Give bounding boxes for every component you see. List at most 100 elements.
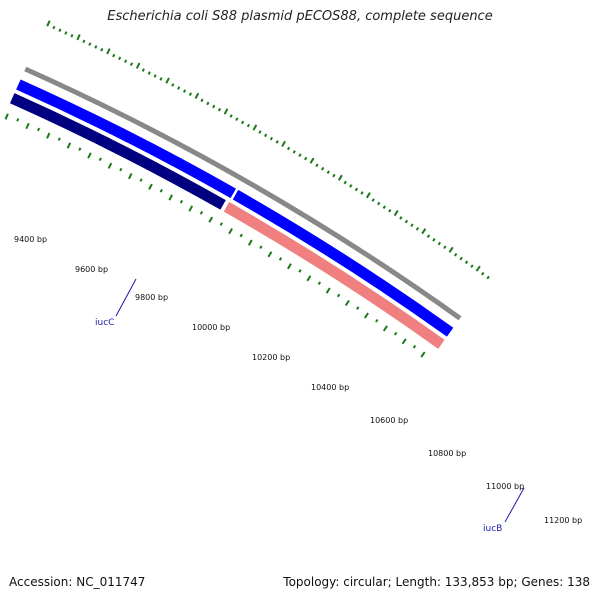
inner-tick <box>336 293 341 298</box>
outer-tick <box>118 56 122 61</box>
inner-tick <box>325 287 331 294</box>
inner-tick <box>401 338 407 345</box>
forward-feature-arc-2[interactable] <box>232 189 454 337</box>
outer-tick <box>415 227 420 231</box>
outer-tick <box>182 89 187 93</box>
outer-tick <box>217 107 222 112</box>
inner-tick <box>119 167 123 172</box>
outer-tick <box>141 68 145 72</box>
scale-label: 9600 bp <box>75 265 108 274</box>
outer-tick <box>123 59 128 64</box>
outer-tick <box>46 20 51 27</box>
inner-tick <box>317 281 322 285</box>
scale-label: 10400 bp <box>311 383 349 392</box>
inner-tick <box>98 157 102 162</box>
outer-tick <box>264 133 268 138</box>
outer-tick <box>200 98 204 103</box>
outer-tick <box>377 201 381 206</box>
feature-arcs <box>9 66 462 349</box>
outer-tick <box>241 120 245 125</box>
topology-label: Topology: circular; Length: 133,853 bp; … <box>283 575 590 589</box>
inner-tick <box>228 228 233 235</box>
outer-tick <box>393 209 399 217</box>
scale-label: 10600 bp <box>370 416 408 425</box>
gene-label-iucc[interactable]: iucC <box>95 318 114 328</box>
inner-tick <box>247 239 253 246</box>
inner-tick <box>412 344 417 349</box>
scale-label: 11200 bp <box>544 516 582 525</box>
outer-tick <box>315 163 319 168</box>
outer-tick <box>275 140 279 144</box>
outer-tick <box>212 104 216 109</box>
inner-tick <box>306 275 312 282</box>
inner-tick <box>168 194 173 201</box>
inner-tick <box>393 331 398 336</box>
forward-feature-arc-1[interactable] <box>16 79 237 199</box>
outer-tick <box>399 216 403 220</box>
inner-tick <box>36 127 41 132</box>
iucb-label-connector <box>504 487 525 523</box>
outer-tick <box>326 170 330 174</box>
inner-tick <box>420 351 426 358</box>
outer-tick <box>223 108 229 115</box>
outer-tick <box>52 25 56 30</box>
outer-tick <box>410 223 414 227</box>
outer-tick <box>252 124 258 131</box>
outer-tick <box>100 47 104 52</box>
outer-tick <box>304 156 308 161</box>
outer-tick <box>94 45 98 49</box>
inner-tick <box>66 142 72 149</box>
scale-label: 10200 bp <box>252 353 290 362</box>
outer-tick <box>235 117 239 121</box>
inner-tick <box>219 222 223 226</box>
outer-tick <box>388 208 392 213</box>
outer-tick <box>165 77 170 84</box>
inner-tick <box>259 245 263 249</box>
outer-tick <box>258 130 262 134</box>
inner-tick <box>199 211 204 215</box>
inner-tick <box>267 251 273 258</box>
outer-tick <box>281 140 286 147</box>
outer-tick <box>486 275 490 280</box>
outer-tick <box>153 74 157 78</box>
outer-tick <box>448 246 454 253</box>
gene-arc-iucc[interactable] <box>9 93 226 210</box>
outer-tick <box>321 166 325 171</box>
outer-tick <box>437 241 442 246</box>
outer-tick <box>481 271 485 276</box>
scale-label: 11000 bp <box>486 482 524 491</box>
inner-tick <box>382 325 388 332</box>
inner-tick <box>363 312 369 319</box>
gene-labels: iucC iucB <box>95 278 525 534</box>
inner-tick <box>278 257 283 261</box>
outer-tick <box>453 252 458 257</box>
inner-tick <box>4 113 9 120</box>
inner-tick <box>107 162 113 169</box>
inner-tick <box>78 147 82 151</box>
outer-tick <box>292 150 296 154</box>
gene-label-iucb[interactable]: iucB <box>483 524 502 534</box>
outer-tick <box>349 184 353 188</box>
outer-tick <box>76 34 81 41</box>
outer-tick <box>188 92 192 96</box>
inner-tick <box>344 299 350 307</box>
backbone-arc <box>24 66 462 321</box>
outer-tick <box>360 191 364 195</box>
outer-tick <box>206 101 210 106</box>
outer-tick <box>365 192 371 199</box>
outer-tick <box>106 48 111 55</box>
outer-tick <box>354 187 359 192</box>
gene-arc-iucb[interactable] <box>223 202 445 349</box>
outer-tick <box>475 265 481 272</box>
inner-tick <box>159 189 163 193</box>
outer-tick <box>421 228 427 235</box>
outer-tick <box>269 136 273 141</box>
outer-tick <box>64 31 68 35</box>
scale-label: 9400 bp <box>14 235 47 244</box>
outer-tick <box>246 123 250 128</box>
inner-tick <box>179 199 184 204</box>
outer-tick <box>229 114 233 118</box>
iucc-label-connector <box>115 278 137 317</box>
outer-tick <box>82 39 86 44</box>
